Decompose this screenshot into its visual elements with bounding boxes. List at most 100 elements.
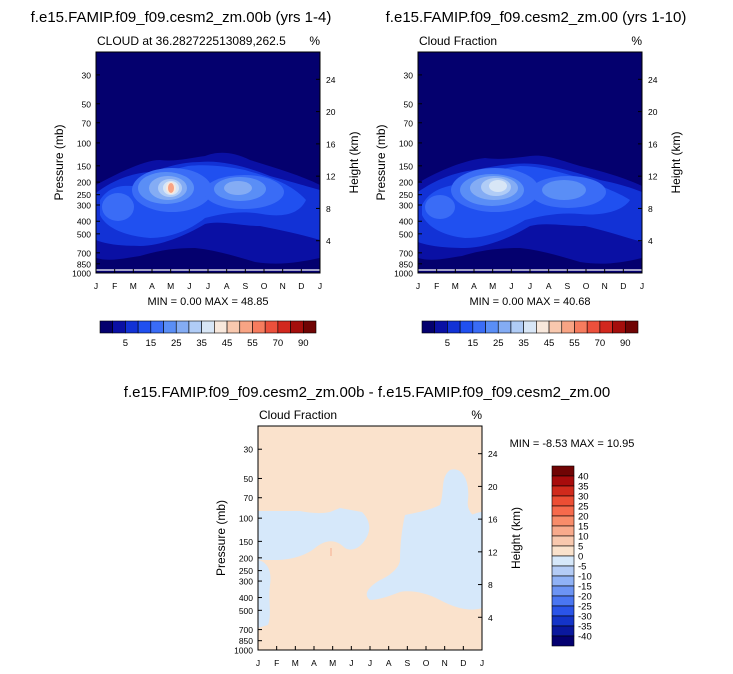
colorbar-label: 55 [247, 338, 258, 349]
x-tick-label: J [256, 658, 260, 668]
y-tick-label: 500 [399, 229, 413, 239]
y-axis-label: Pressure (mb) [374, 124, 388, 200]
y-tick-label: 700 [239, 625, 253, 635]
x-tick-label: A [311, 658, 317, 668]
colorbar-label: 45 [544, 338, 555, 349]
y-tick-label: 30 [404, 70, 414, 80]
contour-band [168, 183, 174, 193]
colorbar-label: 30 [578, 492, 589, 503]
colorbar-swatch [551, 495, 575, 507]
colorbar-swatch [497, 320, 512, 334]
colorbar-label: 35 [518, 338, 529, 349]
colorbar-label: 45 [222, 338, 233, 349]
colorbar-swatch [536, 320, 550, 334]
colorbar-swatch [548, 320, 563, 334]
contour-band [366, 469, 482, 610]
panel-b: f.e15.FAMIP.f09_f09.cesm2_zm.00 (yrs 1-1… [374, 9, 686, 349]
y-tick-label: 200 [77, 178, 91, 188]
x-tick-label: O [261, 281, 268, 291]
y2-tick-label: 16 [648, 139, 658, 149]
colorbar-label: 15 [468, 338, 479, 349]
y-tick-label: 850 [239, 636, 253, 646]
colorbar-swatch [574, 320, 588, 334]
colorbar-label: 70 [595, 338, 606, 349]
y-tick-label: 500 [77, 229, 91, 239]
y-tick-label: 70 [244, 493, 254, 503]
x-tick-label: S [404, 658, 410, 668]
colorbar-label: 55 [569, 338, 580, 349]
colorbar-swatch [551, 515, 575, 527]
panel-a-units: % [309, 34, 320, 48]
x-tick-label: J [528, 281, 532, 291]
x-tick-label: J [206, 281, 210, 291]
colorbar-swatch [485, 320, 499, 334]
colorbar-swatch [125, 320, 139, 334]
x-tick-label: D [298, 281, 304, 291]
colorbar-swatch [137, 320, 152, 334]
colorbar-label: 25 [493, 338, 504, 349]
colorbar-swatch [551, 505, 575, 517]
x-tick-label: J [187, 281, 191, 291]
colorbar-swatch [264, 320, 279, 334]
colorbar-swatch [112, 320, 126, 334]
x-tick-label: M [130, 281, 137, 291]
colorbar-label: 35 [578, 482, 589, 493]
y2-tick-label: 8 [326, 204, 331, 214]
colorbar-label: -40 [578, 632, 592, 643]
y2-axis-label: Height (km) [509, 507, 523, 569]
y2-tick-label: 12 [648, 172, 658, 182]
y-tick-label: 50 [244, 474, 254, 484]
colorbar-label: 35 [196, 338, 207, 349]
x-tick-label: M [167, 281, 174, 291]
colorbar-label: -15 [578, 582, 592, 593]
colorbar-label: 5 [445, 338, 450, 349]
x-tick-label: N [442, 658, 448, 668]
x-tick-label: D [620, 281, 626, 291]
colorbar-swatch [561, 320, 575, 334]
colorbar-swatch [551, 535, 575, 547]
colorbar-swatch [290, 320, 304, 334]
y2-tick-label: 8 [648, 204, 653, 214]
colorbar-swatch [551, 575, 575, 587]
y2-tick-label: 24 [326, 75, 336, 85]
colorbar-label: 70 [273, 338, 284, 349]
x-tick-label: F [434, 281, 439, 291]
colorbar-label: -20 [578, 592, 592, 603]
colorbar-swatch [551, 625, 575, 637]
x-tick-label: N [280, 281, 286, 291]
x-tick-label: F [274, 658, 279, 668]
y-tick-label: 150 [77, 161, 91, 171]
y2-tick-label: 4 [488, 613, 493, 623]
colorbar-label: 10 [578, 532, 589, 543]
colorbar-label: 0 [578, 552, 583, 563]
y-tick-label: 70 [404, 118, 414, 128]
colorbar-label: -10 [578, 572, 592, 583]
y-tick-label: 400 [239, 593, 253, 603]
y-tick-label: 500 [239, 606, 253, 616]
panel-b-left-string: Cloud Fraction [419, 34, 497, 48]
colorbar-swatch [188, 320, 202, 334]
y2-axis-label: Height (km) [347, 131, 361, 193]
colorbar-swatch [586, 320, 601, 334]
colorbar-swatch [163, 320, 177, 334]
colorbar-label: 25 [578, 502, 589, 513]
colorbar-swatch [201, 320, 215, 334]
x-tick-label: O [423, 658, 430, 668]
colorbar-label: -30 [578, 612, 592, 623]
panel-c-left-string: Cloud Fraction [259, 408, 337, 422]
x-tick-label: F [112, 281, 117, 291]
colorbar-swatch [447, 320, 461, 334]
colorbar-label: 90 [620, 338, 631, 349]
y-tick-label: 300 [399, 200, 413, 210]
contour-band [224, 181, 252, 195]
y-axis-label: Pressure (mb) [214, 500, 228, 576]
panel-b-units: % [631, 34, 642, 48]
y-tick-label: 850 [399, 259, 413, 269]
y-tick-label: 200 [399, 178, 413, 188]
y-tick-label: 250 [77, 190, 91, 200]
colorbar-label: 20 [578, 512, 589, 523]
panel-a-contours [96, 52, 320, 273]
y-tick-label: 250 [239, 566, 253, 576]
colorbar-swatch [150, 320, 164, 334]
